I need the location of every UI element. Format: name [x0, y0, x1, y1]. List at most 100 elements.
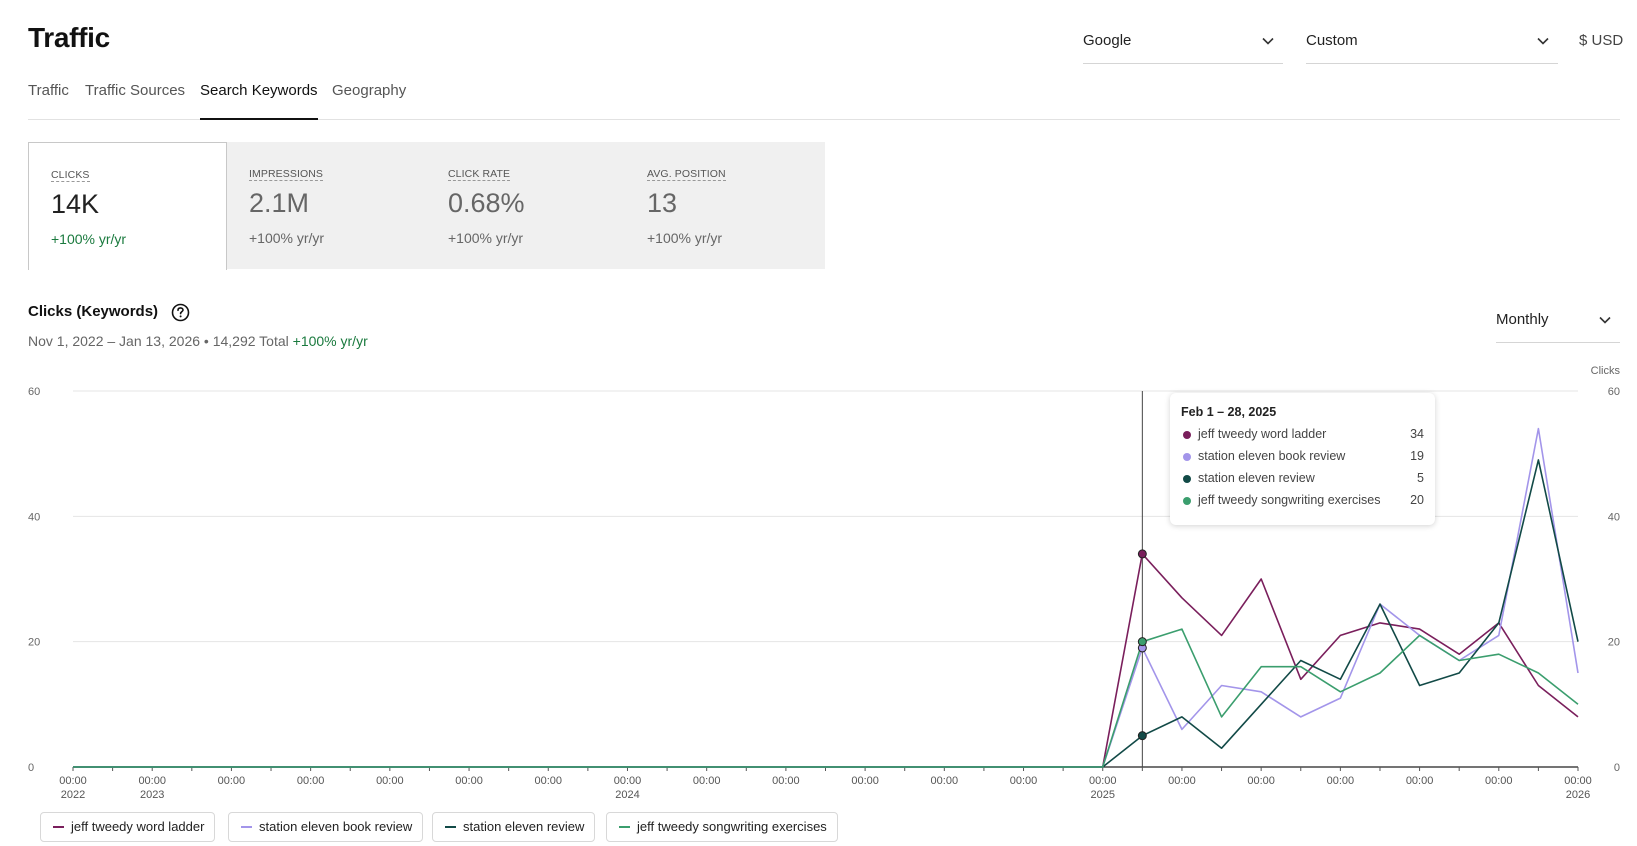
tooltip-row: jeff tweedy songwriting exercises 20: [1181, 493, 1424, 515]
legend-swatch: [241, 826, 252, 828]
metric-label: Clicks: [51, 169, 90, 182]
x-tick-label: 00:00: [297, 775, 325, 787]
y-tick-label-left: 0: [28, 762, 34, 774]
tooltip-series-name: jeff tweedy word ladder: [1198, 427, 1327, 441]
legend-item-jeff-tweedy-songwriting-exercises[interactable]: jeff tweedy songwriting exercises: [606, 812, 838, 842]
chart-total: 14,292 Total: [212, 333, 289, 349]
tab-geography[interactable]: Geography: [332, 82, 407, 99]
tooltip-title: Feb 1 – 28, 2025: [1181, 405, 1277, 419]
x-tick-label: 00:00: [455, 775, 483, 787]
x-tick-year-label: 2026: [1566, 789, 1590, 801]
metric-label: Click Rate: [448, 168, 511, 181]
x-tick-label: 00:00: [218, 775, 246, 787]
chart-date-range: Nov 1, 2022 – Jan 13, 2026: [28, 333, 201, 349]
x-tick-label: 00:00: [59, 775, 87, 787]
x-tick-label: 00:00: [614, 775, 642, 787]
x-tick-label: 00:00: [931, 775, 959, 787]
x-tick-label: 00:00: [1327, 775, 1355, 787]
legend-label: station eleven review: [463, 819, 585, 834]
legend-item-jeff-tweedy-word-ladder[interactable]: jeff tweedy word ladder: [40, 812, 216, 842]
metric-card-impressions[interactable]: Impressions 2.1M +100% yr/yr: [227, 142, 426, 269]
chart-title: Clicks (Keywords): [28, 303, 159, 320]
metric-card-click-rate[interactable]: Click Rate 0.68% +100% yr/yr: [426, 142, 625, 269]
legend-label: jeff tweedy word ladder: [71, 819, 205, 834]
series-dot-icon: [1183, 431, 1191, 439]
tab-bar: Traffic Traffic Sources Search Keywords …: [28, 82, 1620, 120]
x-tick-label: 00:00: [1168, 775, 1196, 787]
tooltip-series-value: 20: [1410, 493, 1424, 507]
x-tick-label: 00:00: [138, 775, 166, 787]
hover-point-3: [1137, 731, 1147, 741]
chevron-down-icon: [1599, 316, 1611, 324]
granularity-select[interactable]: Monthly: [1496, 305, 1620, 343]
metric-label: Impressions: [249, 168, 324, 181]
x-tick-label: 00:00: [1089, 775, 1117, 787]
tooltip-row: station eleven book review 19: [1181, 449, 1424, 471]
tooltip-row: station eleven review 5: [1181, 471, 1424, 493]
metric-value: 2.1M: [249, 188, 310, 218]
chevron-down-icon: [1262, 37, 1274, 45]
date-range-select[interactable]: Custom: [1306, 26, 1558, 64]
legend-label: jeff tweedy songwriting exercises: [637, 819, 827, 834]
search-engine-value: Google: [1083, 32, 1132, 49]
y-tick-label-right: 40: [1608, 511, 1620, 523]
x-tick-label: 00:00: [851, 775, 879, 787]
metric-value: 0.68%: [448, 188, 525, 218]
metric-change: +100% yr/yr: [51, 231, 127, 247]
y-axis-title: Clicks: [1591, 365, 1621, 377]
x-tick-year-label: 2024: [615, 789, 639, 801]
metric-card-avg-position[interactable]: Avg. Position 13 +100% yr/yr: [625, 142, 824, 269]
legend-swatch: [619, 826, 630, 828]
help-icon[interactable]: [171, 303, 190, 322]
y-tick-label-left: 60: [28, 386, 40, 398]
chevron-down-icon: [1537, 37, 1549, 45]
separator-bullet: •: [203, 333, 209, 349]
legend-item-station-eleven-book-review[interactable]: station eleven book review: [228, 812, 424, 842]
series-line-1: [73, 553, 1579, 768]
chart-tooltip: Feb 1 – 28, 2025 jeff tweedy word ladder…: [1170, 393, 1435, 525]
x-tick-year-label: 2023: [140, 789, 164, 801]
tooltip-series-name: jeff tweedy songwriting exercises: [1198, 493, 1381, 507]
tab-traffic-sources[interactable]: Traffic Sources: [85, 82, 186, 99]
x-tick-label: 00:00: [376, 775, 404, 787]
y-tick-label-left: 20: [28, 637, 40, 649]
tooltip-row: jeff tweedy word ladder 34: [1181, 427, 1424, 449]
metric-change: +100% yr/yr: [647, 230, 723, 246]
x-tick-label: 00:00: [693, 775, 721, 787]
x-tick-label: 00:00: [1247, 775, 1275, 787]
metric-cards: Clicks 14K +100% yr/yr Impressions 2.1M …: [28, 142, 825, 270]
tooltip-series-name: station eleven review: [1198, 471, 1315, 485]
x-tick-label: 00:00: [1010, 775, 1038, 787]
metric-label: Avg. Position: [647, 168, 726, 181]
tooltip-series-value: 34: [1410, 427, 1424, 441]
granularity-value: Monthly: [1496, 311, 1549, 328]
x-tick-label: 00:00: [1485, 775, 1513, 787]
page-title: Traffic: [28, 22, 110, 53]
x-tick-year-label: 2022: [61, 789, 85, 801]
metric-value: 14K: [51, 189, 100, 219]
x-tick-label: 00:00: [1406, 775, 1434, 787]
legend-swatch: [445, 826, 456, 828]
metric-card-clicks[interactable]: Clicks 14K +100% yr/yr: [28, 142, 227, 270]
x-tick-year-label: 2025: [1090, 789, 1114, 801]
tab-search-keywords[interactable]: Search Keywords: [200, 82, 318, 120]
series-dot-icon: [1183, 453, 1191, 461]
metric-change: +100% yr/yr: [249, 230, 325, 246]
currency-label: $ USD: [1579, 32, 1624, 49]
tooltip-series-value: 19: [1410, 449, 1424, 463]
legend-label: station eleven book review: [259, 819, 413, 834]
y-tick-label-right: 60: [1608, 386, 1620, 398]
y-tick-label-right: 0: [1614, 762, 1620, 774]
chart-subtitle: Nov 1, 2022 – Jan 13, 2026 • 14,292 Tota…: [28, 333, 368, 349]
date-range-value: Custom: [1306, 32, 1358, 49]
legend-item-station-eleven-review[interactable]: station eleven review: [432, 812, 596, 842]
search-engine-select[interactable]: Google: [1083, 26, 1283, 64]
y-tick-label-left: 40: [28, 511, 40, 523]
tab-traffic[interactable]: Traffic: [28, 82, 69, 99]
metric-change: +100% yr/yr: [448, 230, 524, 246]
tooltip-series-name: station eleven book review: [1198, 449, 1346, 463]
legend-swatch: [53, 826, 64, 828]
metric-value: 13: [647, 188, 678, 218]
chart-change: +100% yr/yr: [292, 333, 368, 349]
